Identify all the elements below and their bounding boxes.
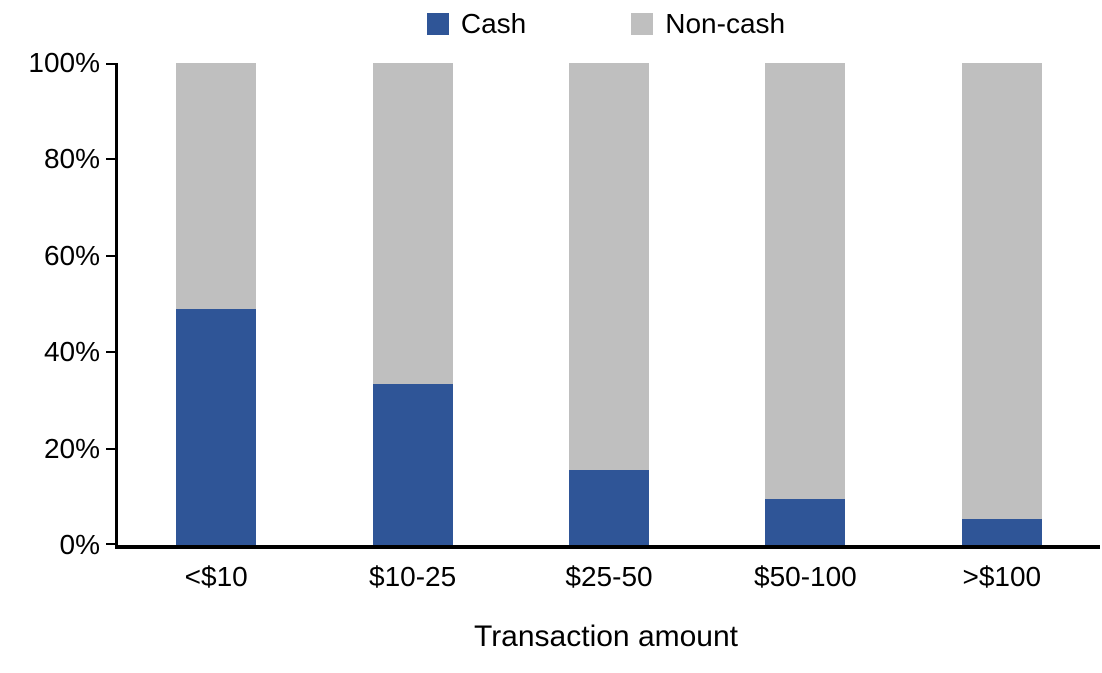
- y-tick-mark: [106, 351, 115, 354]
- x-tick-label: $50-100: [754, 561, 857, 592]
- y-tick-label: 60%: [43, 239, 100, 271]
- y-tick-mark: [106, 447, 115, 450]
- y-tick-mark: [106, 254, 115, 257]
- bar-segment-non-cash: [765, 63, 846, 500]
- x-tick-label: $25-50: [565, 561, 653, 592]
- non-cash-swatch-icon: [631, 13, 654, 35]
- y-tick-mark: [106, 63, 115, 65]
- bar-segment-non-cash: [961, 63, 1042, 519]
- legend-item-non-cash: Non-cash: [631, 10, 785, 38]
- bar-segment-cash: [176, 308, 257, 545]
- bar-segment-cash: [765, 499, 846, 545]
- bar-segment-cash: [372, 383, 453, 545]
- bar-segment-non-cash: [569, 63, 649, 471]
- cash-swatch-icon: [426, 13, 449, 35]
- y-tick-label: 80%: [43, 143, 100, 175]
- bar-segment-cash: [569, 470, 649, 545]
- x-tick-label: >$100: [962, 561, 1042, 592]
- y-tick-label: 20%: [43, 432, 100, 464]
- bar-segment-cash: [961, 518, 1042, 545]
- x-axis-title: Transaction amount: [473, 620, 739, 653]
- y-tick-label: 0%: [59, 529, 100, 560]
- y-tick-mark: [106, 158, 115, 161]
- x-tick-label: <$10: [184, 561, 248, 592]
- bar-segment-non-cash: [176, 63, 257, 309]
- legend-item-cash: Cash: [426, 8, 527, 39]
- legend-label-cash: Cash: [460, 8, 527, 39]
- y-tick-mark: [106, 543, 115, 545]
- plot-area: 0% 20% 40% 60% 80% 100% <$10 $10-25 $25-50 $50-10…: [28, 49, 1100, 592]
- y-tick-label: 100%: [28, 47, 100, 78]
- legend-label-non-cash: Non-cash: [665, 8, 786, 39]
- y-tick-label: 40%: [43, 336, 100, 368]
- bar-segment-non-cash: [372, 63, 453, 384]
- x-tick-label: $10-25: [369, 561, 457, 592]
- legend: Cash Non-cash: [115, 10, 1097, 38]
